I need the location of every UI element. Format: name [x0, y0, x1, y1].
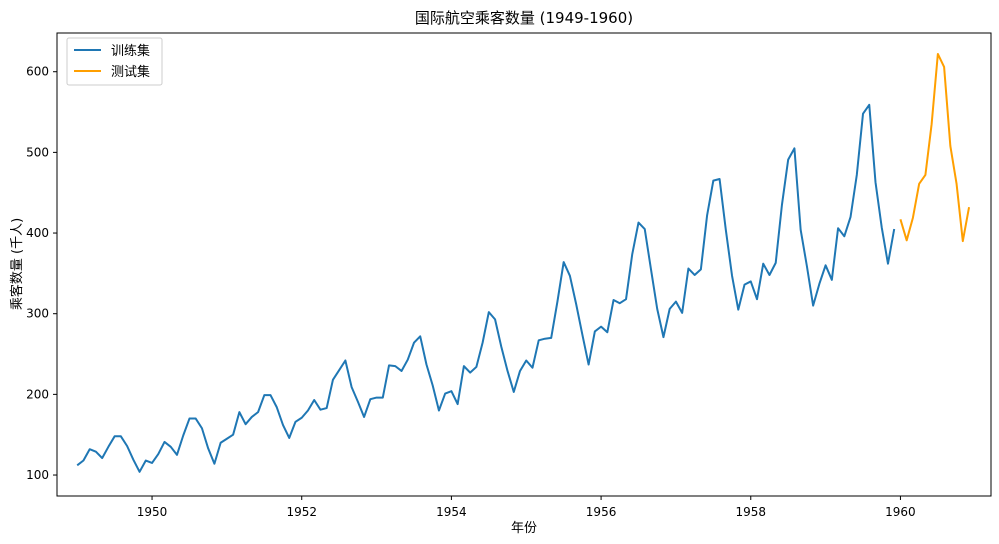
y-tick-label: 100	[26, 468, 49, 482]
y-tick-label: 300	[26, 307, 49, 321]
series-line-test	[899, 52, 971, 243]
x-axis: 1950 1952 1954 1956 1958 1960	[137, 496, 916, 519]
y-axis: 100 200 300 400 500 600	[26, 65, 57, 482]
legend-label-training: 训练集	[111, 43, 150, 59]
x-tick-label: 1958	[735, 505, 766, 519]
series-line-training	[76, 103, 896, 473]
y-tick-label: 600	[26, 65, 49, 79]
x-tick-label: 1960	[885, 505, 916, 519]
plot-area	[56, 32, 992, 497]
y-tick-label: 200	[26, 387, 49, 401]
x-tick-label: 1956	[586, 505, 617, 519]
legend: 训练集 测试集	[66, 37, 163, 86]
legend-label-test: 测试集	[111, 64, 150, 80]
y-axis-label: 乘客数量 (千人)	[9, 218, 25, 310]
x-axis-label: 年份	[511, 521, 537, 536]
y-tick-label: 400	[26, 226, 49, 240]
series-lines	[76, 52, 971, 473]
x-tick-label: 1954	[436, 505, 467, 519]
chart-title: 国际航空乘客数量 (1949-1960)	[415, 9, 633, 27]
x-tick-label: 1950	[137, 505, 168, 519]
x-tick-label: 1952	[286, 505, 317, 519]
y-tick-label: 500	[26, 145, 49, 159]
